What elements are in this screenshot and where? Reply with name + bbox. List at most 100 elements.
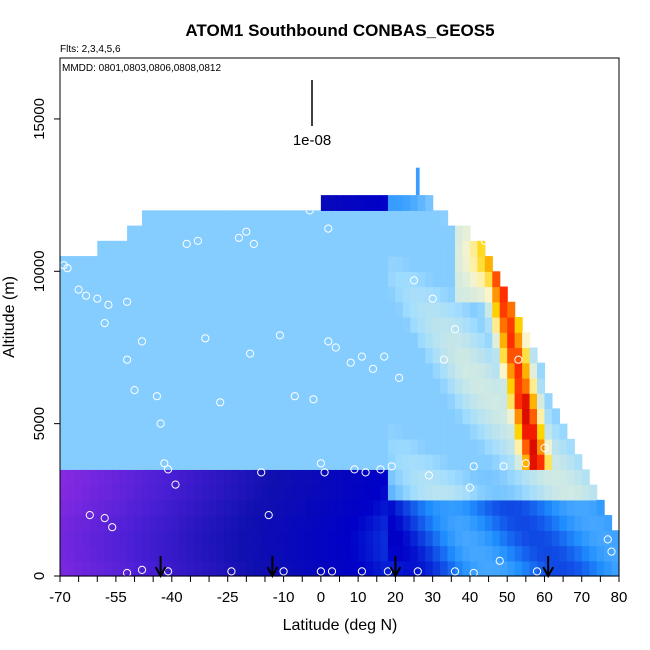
- heatmap-cell: [350, 271, 359, 288]
- heatmap-cell: [514, 438, 523, 455]
- heatmap-cell: [246, 469, 255, 486]
- heatmap-cell: [402, 438, 411, 455]
- heatmap-cell: [529, 423, 538, 440]
- heatmap-cell: [216, 256, 225, 272]
- sample-point: [316, 459, 325, 468]
- y-tick-label: 0: [31, 572, 48, 580]
- heatmap-cell: [455, 286, 464, 303]
- heatmap-cell: [455, 454, 464, 470]
- heatmap-cell: [514, 515, 523, 531]
- heatmap-cell: [507, 499, 516, 516]
- heatmap-cell: [410, 225, 419, 242]
- heatmap-cell: [276, 515, 285, 531]
- heatmap-cell: [209, 484, 218, 501]
- heatmap-cell: [373, 332, 382, 349]
- heatmap-cell: [328, 454, 337, 470]
- heatmap-cell: [469, 256, 478, 272]
- heatmap-cell: [246, 484, 255, 501]
- heatmap-cell: [209, 438, 218, 455]
- heatmap-cell: [417, 256, 426, 272]
- heatmap-cell: [186, 545, 195, 562]
- heatmap-cell: [365, 210, 374, 227]
- heatmap-cell: [447, 347, 456, 364]
- heatmap-cell: [402, 423, 411, 440]
- sample-point: [592, 419, 601, 428]
- heatmap-cell: [440, 377, 449, 394]
- heatmap-cell: [514, 317, 523, 333]
- heatmap-cell: [298, 286, 307, 303]
- sample-point: [540, 443, 549, 453]
- heatmap-cell: [209, 225, 218, 242]
- heatmap-cell: [417, 347, 426, 364]
- heatmap-cell: [223, 332, 233, 349]
- heatmap-cell: [171, 377, 180, 394]
- heatmap-cell: [328, 469, 337, 486]
- heatmap-cell: [425, 484, 434, 501]
- heatmap-cell: [320, 195, 329, 211]
- heatmap-cell: [395, 530, 404, 547]
- heatmap-cell: [365, 332, 374, 349]
- heatmap-cell: [305, 225, 315, 242]
- heatmap-cell: [350, 225, 359, 242]
- heatmap-cell: [581, 515, 590, 531]
- heatmap-cell: [298, 210, 307, 227]
- heatmap-cell: [551, 469, 560, 486]
- heatmap-cell: [544, 530, 553, 547]
- sample-point: [480, 236, 489, 245]
- heatmap-cell: [440, 484, 449, 501]
- heatmap-cell: [216, 210, 225, 227]
- heatmap-cell: [387, 377, 396, 394]
- heatmap-cell: [119, 499, 128, 516]
- heatmap-cell: [499, 454, 508, 470]
- heatmap-cell: [149, 469, 158, 486]
- sample-point: [246, 349, 255, 358]
- heatmap-cell: [164, 210, 173, 227]
- heatmap-cell: [514, 362, 523, 379]
- heatmap-cell: [387, 499, 396, 516]
- heatmap-cell: [179, 530, 188, 547]
- heatmap-cell: [358, 256, 367, 272]
- heatmap-cell: [432, 515, 441, 531]
- heatmap-cell: [112, 393, 121, 410]
- heatmap-cell: [320, 454, 329, 470]
- heatmap-cell: [268, 469, 277, 486]
- heatmap-cell: [410, 545, 419, 562]
- heatmap-cell: [104, 545, 113, 562]
- heatmap-cell: [358, 545, 367, 562]
- heatmap-cell: [358, 560, 367, 577]
- heatmap-cell: [238, 210, 247, 227]
- heatmap-cell: [112, 530, 121, 547]
- heatmap-cell: [82, 332, 91, 349]
- heatmap-cell: [402, 560, 411, 577]
- heatmap-cell: [298, 225, 307, 242]
- heatmap-cell: [201, 256, 210, 272]
- heatmap-cell: [171, 317, 180, 333]
- sample-point: [316, 567, 325, 576]
- heatmap-cell: [261, 469, 270, 486]
- heatmap-cell: [484, 515, 493, 531]
- heatmap-cell: [238, 423, 247, 440]
- heatmap-cell: [358, 484, 367, 501]
- heatmap-cell: [447, 438, 456, 455]
- heatmap-cell: [544, 515, 553, 531]
- heatmap-cell: [298, 271, 307, 288]
- heatmap-cell: [261, 515, 270, 531]
- heatmap-cell: [335, 347, 344, 364]
- heatmap-cell: [134, 454, 143, 470]
- sample-point: [368, 364, 378, 373]
- heatmap-cell: [238, 286, 247, 303]
- heatmap-cell: [164, 469, 173, 486]
- heatmap-cell: [492, 530, 501, 547]
- heatmap-cell: [149, 484, 158, 501]
- heatmap-cell: [223, 225, 233, 242]
- heatmap-cell: [298, 423, 307, 440]
- heatmap-cell: [499, 530, 508, 547]
- heatmap-cell: [499, 515, 508, 531]
- heatmap-cell: [268, 347, 277, 364]
- heatmap-cell: [343, 210, 352, 227]
- heatmap-cell: [477, 317, 486, 333]
- heatmap-cell: [373, 515, 382, 531]
- sample-point: [521, 459, 530, 468]
- heatmap-cell: [186, 560, 195, 577]
- heatmap-cell: [402, 225, 411, 242]
